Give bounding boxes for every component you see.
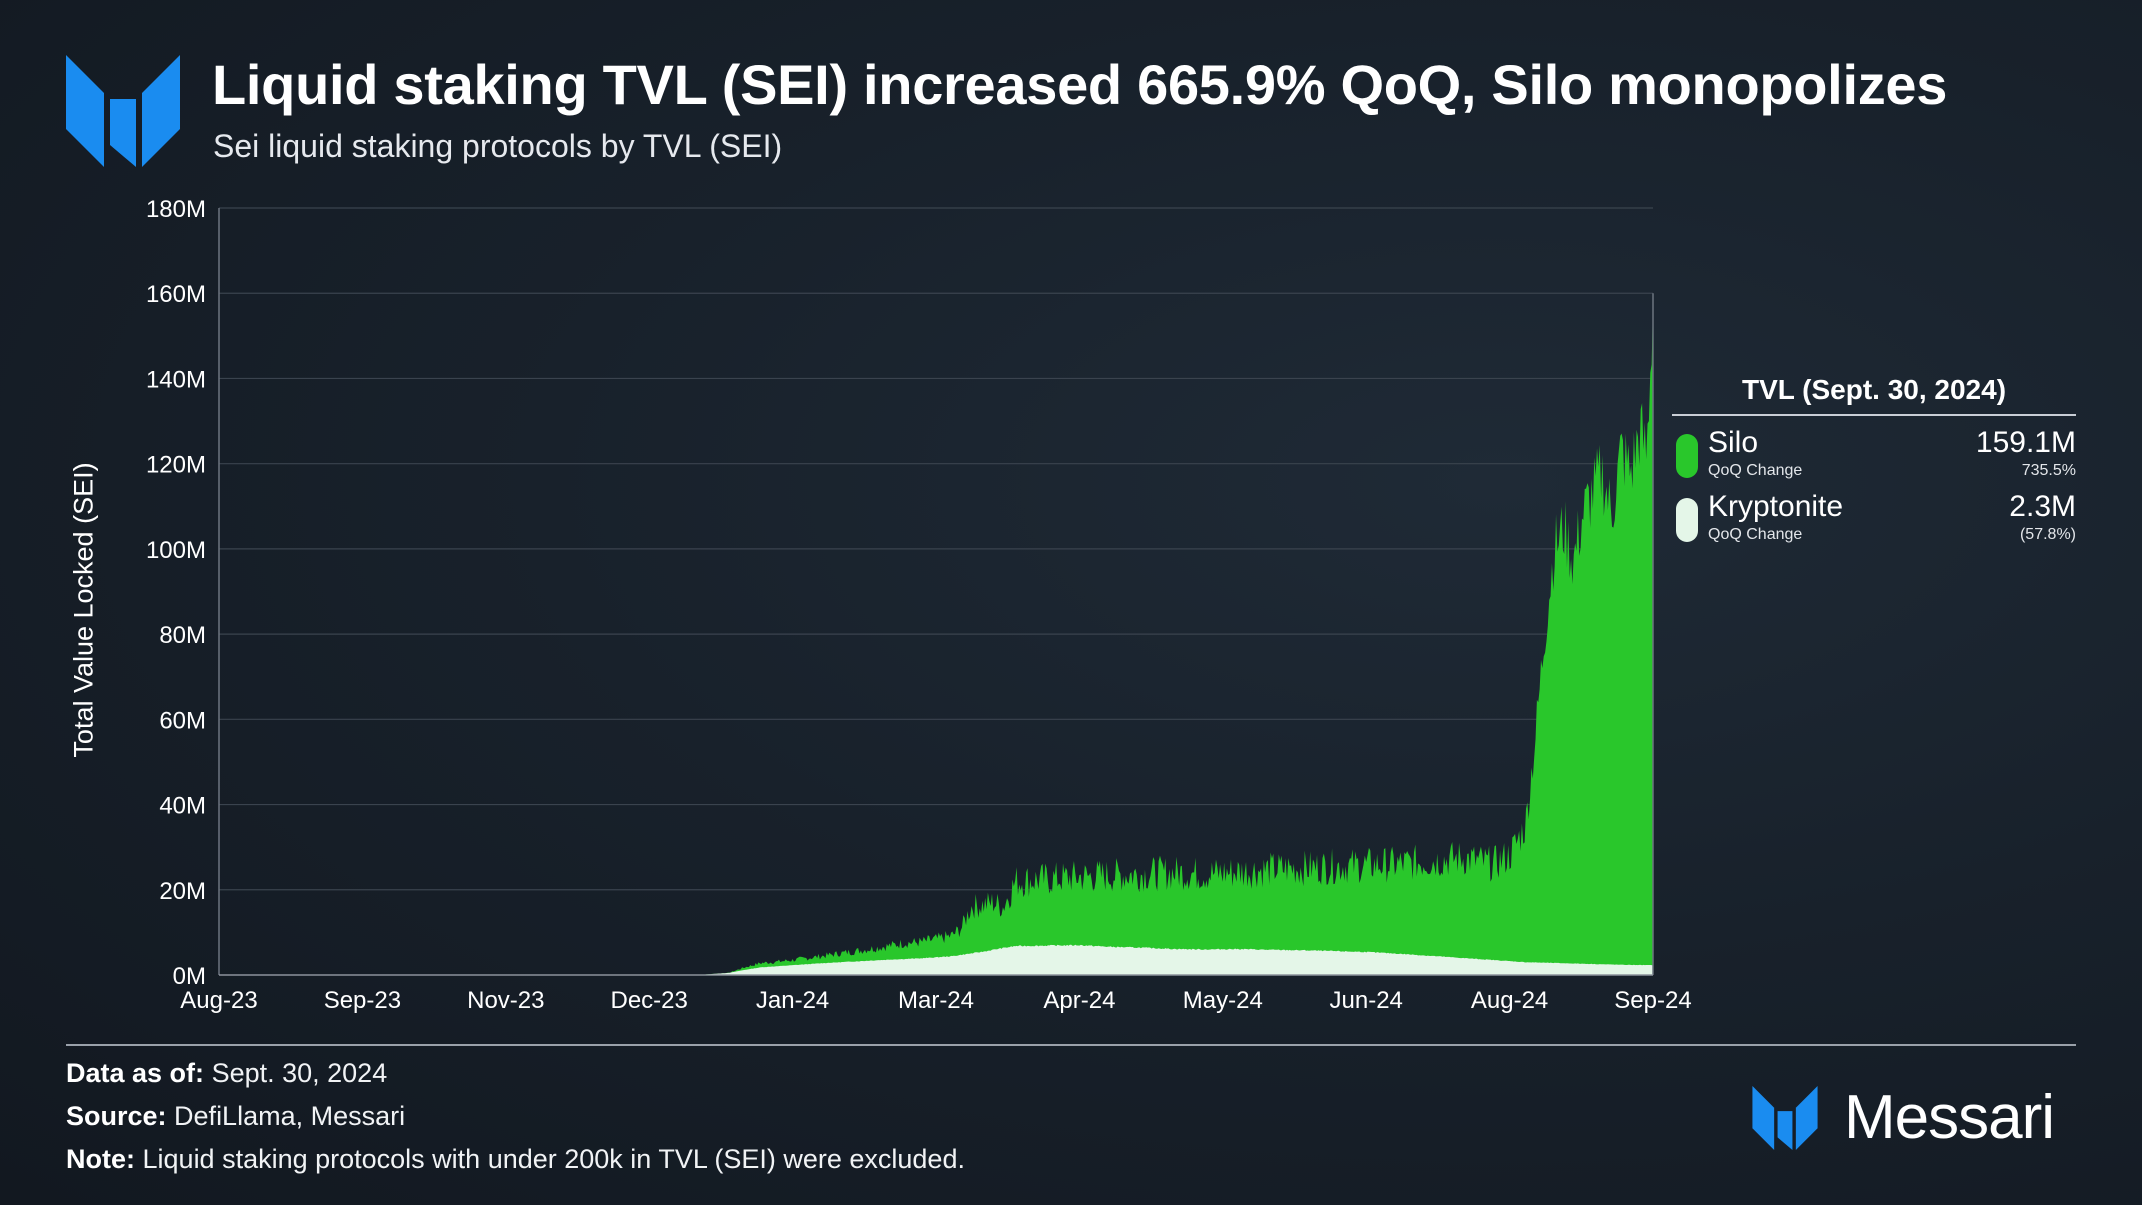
legend-name: Silo: [1708, 426, 1759, 459]
footer-data-as-of: Data as of: Sept. 30, 2024: [66, 1058, 387, 1089]
legend: TVL (Sept. 30, 2024) Silo QoQ Change 159…: [1672, 374, 2076, 554]
y-tick-label: 20M: [159, 878, 206, 905]
legend-swatch-silo: [1676, 434, 1698, 478]
footer-note: Note: Liquid staking protocols with unde…: [66, 1144, 965, 1175]
area-series: [697, 303, 1653, 975]
y-tick-label: 100M: [146, 537, 206, 564]
tvl-area-chart: 0M 20M 40M 60M 80M 100M 120M 140M 160M 180M Aug-2…: [146, 196, 1691, 1014]
y-tick-label: 0M: [173, 963, 206, 990]
y-tick-label: 160M: [146, 281, 206, 308]
x-tick-label: Jun-24: [1330, 987, 1403, 1014]
x-tick-label: Apr-24: [1043, 987, 1115, 1014]
x-tick-label: Jan-24: [756, 987, 829, 1014]
y-tick-label: 40M: [159, 793, 206, 820]
data-as-of-label: Data as of:: [66, 1058, 205, 1088]
messari-logo-icon: [66, 55, 180, 167]
x-tick-label: Dec-23: [611, 987, 688, 1014]
legend-item-silo: Silo QoQ Change 159.1M 735.5%: [1672, 426, 2076, 490]
page-subtitle: Sei liquid staking protocols by TVL (SEI…: [213, 128, 783, 164]
legend-sub: QoQ Change: [1708, 462, 1803, 479]
x-tick-label: Sep-24: [1614, 987, 1691, 1014]
legend-value: 159.1M: [1975, 426, 2076, 459]
legend-sub: QoQ Change: [1708, 526, 1803, 543]
note-value: Liquid staking protocols with under 200k…: [142, 1144, 965, 1174]
y-tick-label: 120M: [146, 452, 206, 479]
footer-divider: [66, 1044, 2076, 1046]
area-silo: [697, 303, 1653, 975]
x-tick-label: Mar-24: [898, 987, 974, 1014]
page-title: Liquid staking TVL (SEI) increased 665.9…: [212, 53, 1948, 116]
x-tick-label: May-24: [1183, 987, 1263, 1014]
brand-footer: Messari: [1752, 1083, 2082, 1152]
source-label: Source:: [66, 1101, 167, 1131]
brand-name: Messari: [1844, 1083, 2055, 1152]
legend-name: Kryptonite: [1708, 490, 1844, 523]
y-tick-labels: 0M 20M 40M 60M 80M 100M 120M 140M 160M 180M: [146, 196, 206, 990]
messari-logo-icon: [1752, 1086, 1818, 1150]
x-tick-labels: Aug-23 Sep-23 Nov-23 Dec-23 Jan-24 Mar-24 Apr-…: [180, 987, 1691, 1014]
legend-value: 2.3M: [2009, 490, 2076, 523]
footer-source: Source: DefiLlama, Messari: [66, 1101, 405, 1132]
area-kryptonite: [697, 944, 1653, 975]
y-tick-label: 80M: [159, 622, 206, 649]
y-tick-label: 60M: [159, 707, 206, 734]
x-tick-label: Aug-23: [180, 987, 257, 1014]
x-tick-label: Nov-23: [467, 987, 544, 1014]
legend-swatch-kryptonite: [1676, 498, 1698, 542]
x-tick-label: Aug-24: [1471, 987, 1548, 1014]
legend-title: TVL (Sept. 30, 2024): [1672, 374, 2076, 416]
legend-change: 735.5%: [2021, 462, 2076, 479]
source-value: DefiLlama, Messari: [174, 1101, 406, 1131]
legend-item-kryptonite: Kryptonite QoQ Change 2.3M (57.8%): [1672, 490, 2076, 554]
note-label: Note:: [66, 1144, 135, 1174]
axes: [218, 208, 1654, 976]
data-as-of-value: Sept. 30, 2024: [211, 1058, 388, 1088]
y-tick-label: 140M: [146, 366, 206, 393]
y-tick-label: 180M: [146, 196, 206, 223]
grid-lines: [219, 207, 1653, 891]
legend-change: (57.8%): [2019, 526, 2076, 543]
x-tick-label: Sep-23: [324, 987, 401, 1014]
